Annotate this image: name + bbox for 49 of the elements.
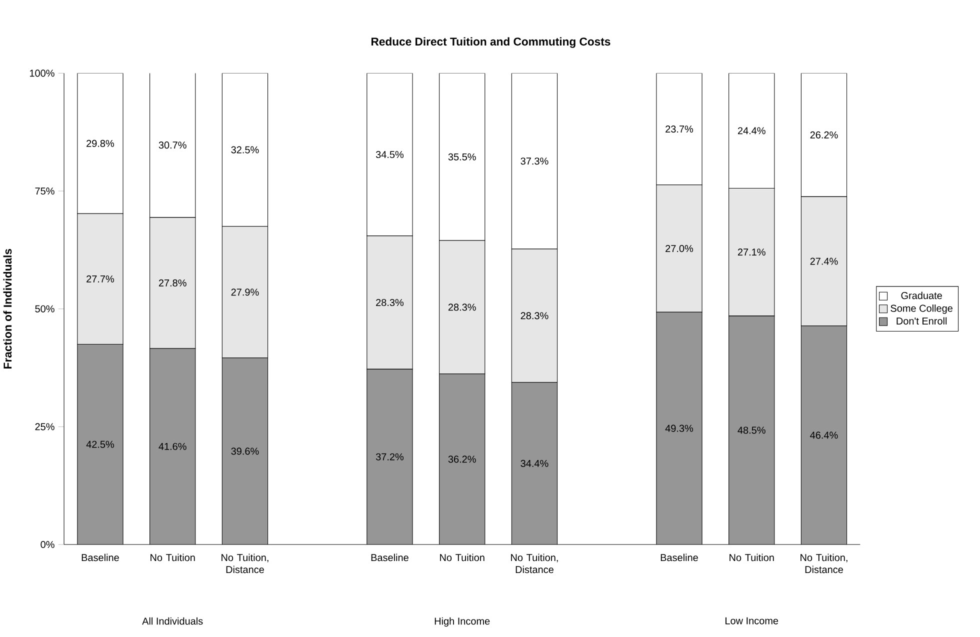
data-label: 37.2% [376,453,404,460]
data-label: 28.3% [376,298,404,306]
data-label: 48.5% [738,426,766,434]
legend-label: Graduate [901,292,942,300]
data-label: 41.6% [158,442,186,450]
x-tick-label: Baseline [82,554,119,562]
x-tick-label: Baseline [371,554,408,562]
legend-label: Don't Enroll [896,317,947,325]
data-label: 27.0% [666,244,694,252]
data-label: 27.1% [738,248,766,256]
data-label: 32.5% [231,146,259,154]
data-label: 29.8% [86,140,114,147]
x-tick-label: No Tuition [730,554,774,562]
x-tick-label: No Tuition [440,554,484,562]
data-label: 28.3% [448,304,476,311]
data-label: 30.7% [158,142,186,149]
x-tick-label: No Tuition [150,554,195,562]
data-label: 46.4% [810,432,838,439]
y-axis-title: Fraction of Individuals [3,248,12,368]
chart-title: Reduce Direct Tuition and Commuting Costs [372,37,610,48]
text: All Individuals [142,617,203,625]
data-label: 36.2% [448,456,476,463]
x-tick-label: No Tuition, Distance [222,554,268,574]
data-label: 28.3% [520,312,548,320]
y-tick-label: 75% [35,188,54,195]
data-label: 27.9% [231,288,259,296]
text: High Income [434,617,490,627]
y-tick-label: 50% [35,305,54,312]
x-tick-label: No Tuition, Distance [800,554,848,574]
text: Low Income [726,617,778,624]
data-label: 49.3% [665,424,694,432]
data-label: 39.6% [231,448,259,455]
data-label: 42.5% [86,440,114,448]
data-label: 35.5% [448,153,476,160]
data-label: 27.7% [86,275,114,282]
y-tick-label: 100% [30,70,54,77]
data-label: 26.2% [810,131,838,138]
x-tick-label: No Tuition, Distance [511,554,558,574]
data-label: 23.7% [666,126,694,133]
data-label: 24.4% [738,127,766,134]
legend-label: Some College [890,304,952,314]
data-label: 27.8% [158,279,186,286]
y-tick-label: 25% [35,423,54,430]
y-tick-label: 0% [40,540,54,548]
data-label: 27.4% [810,258,838,265]
data-label: 34.4% [520,460,548,467]
x-tick-label: Baseline [660,554,698,562]
data-label: 34.5% [376,150,404,158]
data-label: 37.3% [520,158,548,165]
